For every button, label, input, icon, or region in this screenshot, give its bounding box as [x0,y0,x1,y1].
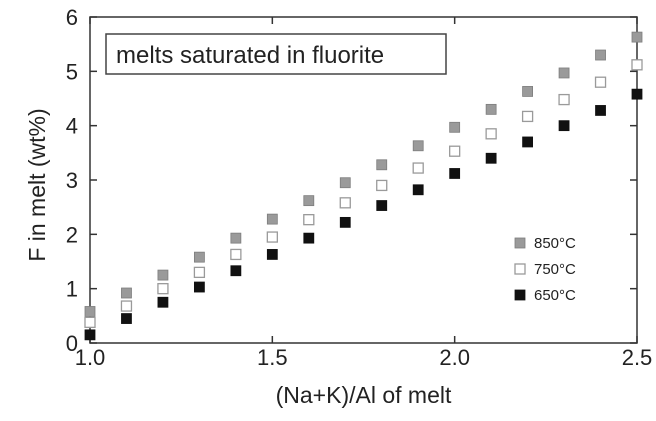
y-tick-label: 0 [66,331,78,356]
series-0 [84,31,643,317]
data-point [230,265,242,277]
data-point [339,216,351,228]
x-axis-label: (Na+K)/Al of melt [276,382,452,408]
series-2 [84,88,643,341]
data-point [376,200,388,211]
data-point [121,287,132,299]
y-tick-label: 5 [66,59,78,84]
data-point [595,49,606,61]
series-1 [84,59,643,329]
data-point [266,249,278,260]
legend-label: 850°C [534,235,576,252]
data-point [193,251,205,263]
legend-marker [514,289,526,301]
data-point [339,197,351,209]
x-tick-label: 1.5 [257,345,288,370]
data-point [84,329,96,341]
data-point [485,103,497,115]
data-point [230,248,242,261]
data-point [376,179,388,192]
data-point [449,168,461,179]
data-point [303,195,315,207]
data-point [230,232,242,244]
data-point [120,300,133,312]
data-point [412,162,424,174]
data-point [412,140,424,152]
y-tick-label: 6 [66,5,78,30]
data-point [595,105,606,116]
data-point [376,159,388,171]
data-point [558,93,570,106]
legend: 850°C 750°C 650°C [514,235,576,304]
x-tick-labels: 1.0 1.5 2.0 2.5 [75,345,653,370]
x-tick-label: 2.5 [622,345,653,370]
x-tick-label: 1.0 [75,345,106,370]
y-axis-label: F in melt (wt%) [24,108,50,261]
legend-label: 650°C [534,287,576,304]
data-point [121,313,132,324]
y-tick-labels: 0 1 2 3 4 5 6 [66,5,78,356]
data-point [412,184,424,196]
data-point [485,128,497,140]
y-tick-label: 4 [66,114,78,139]
data-point [522,86,533,97]
y-tick-label: 2 [66,222,78,247]
data-point [84,306,96,317]
data-point [84,316,96,329]
annotation-text: melts saturated in fluorite [116,42,384,69]
y-tick-label: 1 [66,277,78,302]
data-point [558,120,570,132]
data-point [631,88,643,100]
data-point [485,152,497,164]
data-point [157,296,169,308]
legend-label: 750°C [534,261,576,278]
data-point [303,232,315,244]
data-point [193,266,206,279]
x-tick-label: 2.0 [439,345,470,370]
annotation-box: melts saturated in fluorite [105,33,447,75]
data-point [631,59,643,71]
data-point [157,283,169,295]
data-point [303,214,315,226]
legend-marker [514,263,526,275]
axis-ticks [89,16,638,344]
data-point [594,76,607,88]
annotation-frame [105,33,447,75]
data-point [157,269,169,281]
data-point [193,281,205,293]
data-point [631,31,643,43]
data-point [449,121,461,133]
y-tick-label: 3 [66,168,78,193]
data-points [84,31,643,341]
data-point [522,136,533,148]
data-point [266,213,278,225]
data-point [449,145,461,157]
data-point [558,67,570,79]
data-point [266,231,278,243]
data-point [521,110,534,123]
data-point [339,177,351,189]
legend-marker [514,237,526,249]
